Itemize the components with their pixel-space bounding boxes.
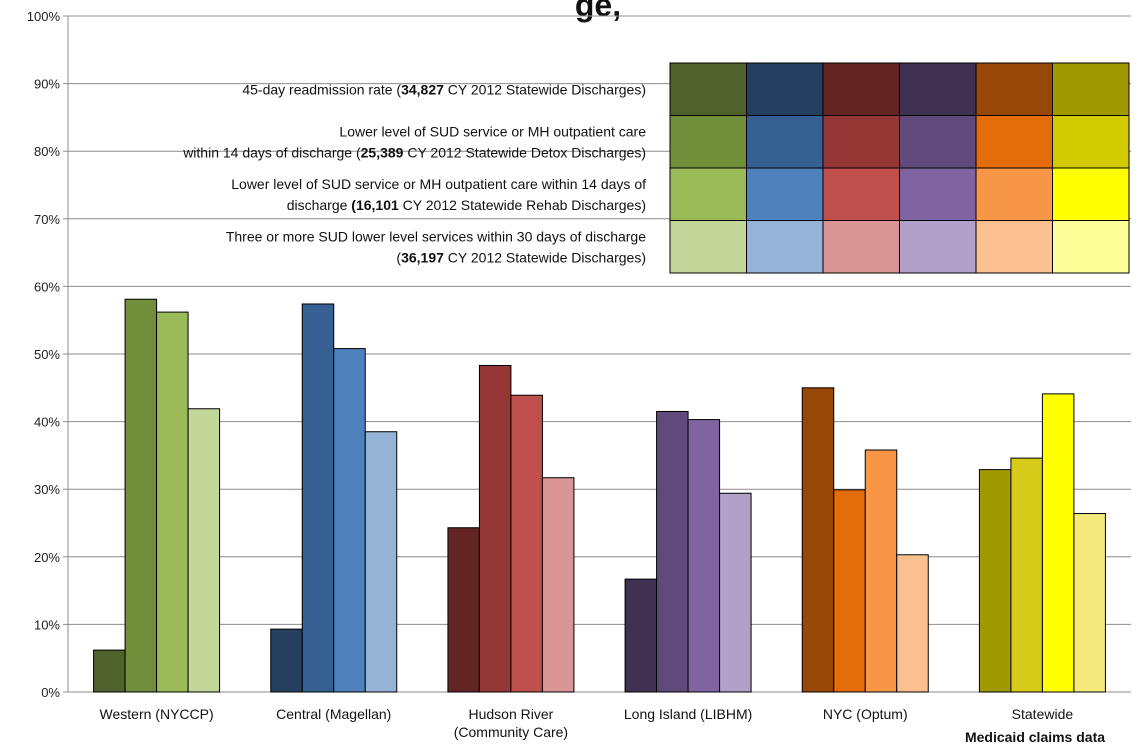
bar [124,298,158,693]
y-tick-label: 80% [34,144,60,159]
legend-swatch [822,167,900,221]
bar [447,527,480,693]
bar [656,410,689,693]
bar [156,311,189,693]
legend-swatch [822,115,900,169]
category-label: Central (Magellan) [276,706,391,722]
y-tick-label: 60% [34,279,60,294]
legend-label: Lower level of SUD service or MH outpati… [339,123,646,139]
legend-swatch [899,115,977,169]
legend: 45-day readmission rate (34,827 CY 2012 … [182,62,1130,274]
category-label: Western (NYCCP) [100,706,214,722]
bar [510,394,543,693]
legend-label: discharge (16,101 CY 2012 Statewide Reha… [287,197,646,213]
legend-swatch [822,62,900,116]
bar [541,477,575,693]
legend-label-part: CY 2012 Statewide Discharges) [444,249,646,265]
legend-swatch [899,167,977,221]
title-layer: ge, [575,0,621,23]
legend-label: Lower level of SUD service or MH outpati… [231,176,646,192]
bar [478,364,512,693]
bar [687,419,721,693]
legend-swatch [746,62,824,116]
bar [1073,513,1106,693]
bar [1041,393,1075,693]
bar [833,489,866,693]
y-tick-label: 70% [34,212,60,227]
legend-swatch [1052,115,1130,169]
legend-swatch [975,62,1053,116]
bar [270,628,303,693]
legend-label-part: 34,827 [401,81,444,97]
legend-swatch [1052,220,1130,274]
category-label: Statewide [1012,706,1074,722]
bar [187,408,221,693]
legend-swatch [975,220,1053,274]
legend-label-part: CY 2012 Statewide Detox Discharges) [403,144,646,160]
legend-label: (36,197 CY 2012 Statewide Discharges) [396,249,646,265]
legend-label: Three or more SUD lower level services w… [226,228,646,244]
y-tick-label: 10% [34,617,60,632]
bar [896,554,929,693]
legend-label-part: Three or more SUD lower level services w… [226,228,646,244]
legend-swatch [669,115,747,169]
category-label: Long Island (LIBHM) [624,706,752,722]
legend-swatch [975,167,1053,221]
legend-swatch [746,115,824,169]
bar [864,449,898,693]
category-label: NYC (Optum) [823,706,908,722]
gridlines [68,15,1131,625]
category-labels: Western (NYCCP) Central (Magellan) Hudson … [100,706,1074,740]
bar [93,649,126,693]
legend-label-part: CY 2012 Statewide Rehab Discharges) [399,197,646,213]
source-layer: Medicaid claims data [965,729,1105,745]
legend-label-part: Lower level of SUD service or MH outpati… [339,123,646,139]
y-tick-label: 20% [34,550,60,565]
legend-swatch [746,220,824,274]
axes: 0% 10% 20% 30% 40% 50% 60% 70% 80% 90% 100% [27,9,1131,700]
y-tick-label: 90% [34,77,60,92]
legend-label: within 14 days of discharge (25,389 CY 2… [182,144,646,160]
legend-label-part: within 14 days of discharge ( [182,144,361,160]
y-tick-label: 30% [34,482,60,497]
legend-swatch [669,62,747,116]
bar [1010,457,1043,693]
legend-swatch [822,220,900,274]
legend-swatch [975,115,1053,169]
bar [719,492,752,693]
legend-label-part: 45-day readmission rate ( [242,81,401,97]
source-note: Medicaid claims data [965,729,1105,745]
category-label: Hudson River [469,706,554,722]
legend-label-part: ( [396,249,401,265]
legend-label-part: Lower level of SUD service or MH outpati… [231,176,646,192]
legend-label-part: discharge [287,197,352,213]
y-tick-label: 0% [41,685,60,700]
bar [333,348,366,693]
bar [801,387,835,693]
legend-label-part: (16,101 [351,197,399,213]
legend-label-part: 36,197 [401,249,444,265]
legend-label: 45-day readmission rate (34,827 CY 2012 … [242,81,646,97]
y-tick-label: 100% [27,9,61,24]
legend-swatch [1052,167,1130,221]
chart-title: ge, [575,0,621,23]
legend-label-part: 25,389 [361,144,404,160]
legend-swatch [669,220,747,274]
bar [978,469,1012,693]
legend-swatch [1052,62,1130,116]
bar [301,303,335,693]
y-tick-label: 50% [34,347,60,362]
bar [364,431,398,693]
legend-swatch [899,220,977,274]
legend-swatch [899,62,977,116]
y-tick-label: 40% [34,415,60,430]
bar [624,578,658,693]
legend-swatch [669,167,747,221]
category-label: (Community Care) [454,724,568,740]
legend-label-part: CY 2012 Statewide Discharges) [444,81,646,97]
bars [93,298,1106,693]
legend-swatch [746,167,824,221]
